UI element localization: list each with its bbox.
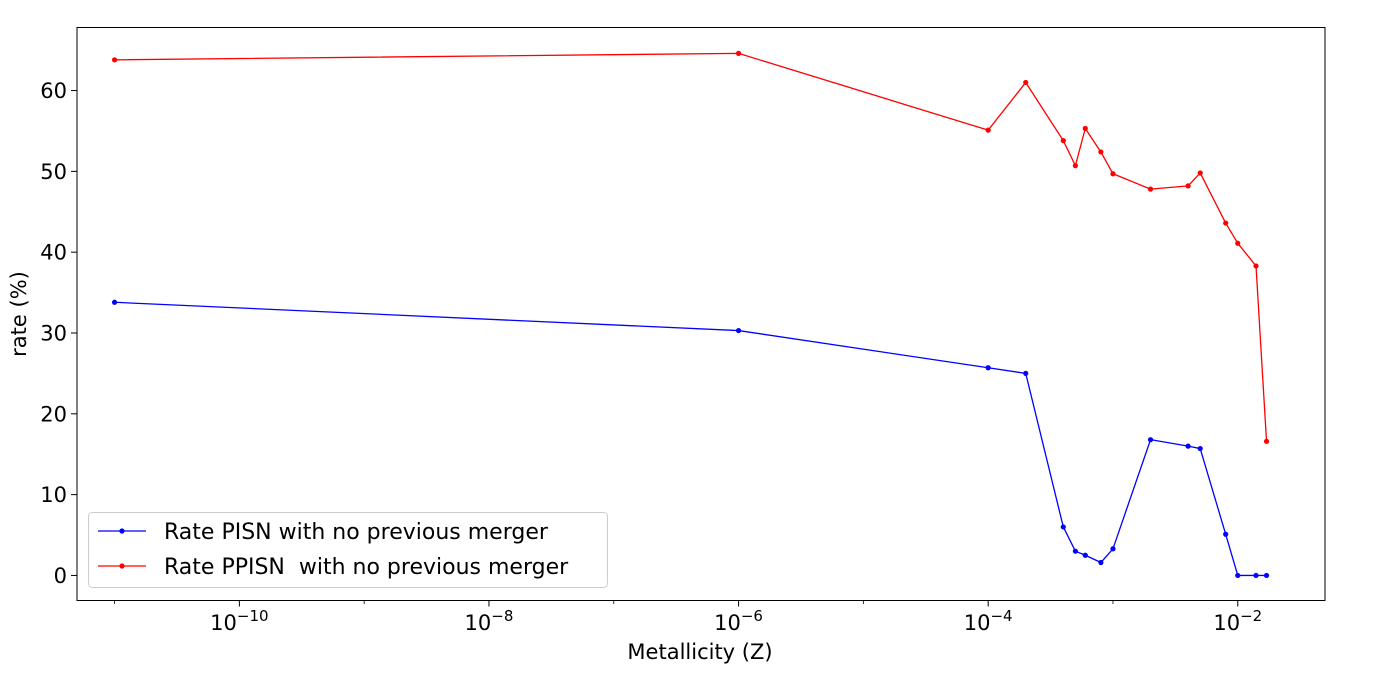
series-1 (111, 50, 1270, 444)
data-point (1235, 240, 1241, 246)
y-tick-label: 30 (40, 321, 67, 345)
legend-marker (119, 528, 125, 534)
legend-entry: Rate PPISN with no previous merger (98, 555, 569, 580)
data-point (111, 57, 118, 63)
x-tick-base: 10 (465, 611, 492, 635)
y-tick-label: 0 (54, 564, 67, 588)
y-tick-label: 40 (40, 241, 67, 265)
plot-area (76, 27, 1326, 601)
data-point (1072, 548, 1078, 554)
legend-box (88, 512, 608, 588)
x-tick-label: 10−2 (1213, 607, 1262, 635)
data-point (1082, 125, 1088, 132)
data-point (735, 327, 742, 334)
data-point (1082, 552, 1088, 558)
data-point (1147, 437, 1154, 443)
y-tick-label: 60 (40, 79, 67, 103)
x-tick-base: 10 (714, 611, 741, 635)
data-point (1197, 445, 1203, 452)
data-point (1098, 559, 1104, 566)
data-point (1223, 220, 1229, 226)
x-tick-label: 10−4 (964, 607, 1013, 635)
x-tick-exponent: −10 (237, 607, 269, 625)
x-tick-base: 10 (1213, 611, 1240, 635)
x-axis: 10−10 10−8 10−6 10−4 10−2 (114, 600, 1262, 635)
data-point (1185, 443, 1191, 449)
data-point (1263, 572, 1270, 579)
axes-frame (76, 27, 1326, 601)
data-point (1235, 572, 1241, 579)
data-point (111, 299, 118, 305)
x-tick-label: 10−8 (465, 607, 514, 635)
y-tick-label: 10 (40, 483, 67, 507)
y-axis: 0 10 20 30 40 50 60 (40, 79, 77, 588)
legend: Rate PISN with no previous merger Rate PP… (88, 512, 608, 588)
data-point (1110, 546, 1116, 552)
x-tick-base: 10 (210, 611, 237, 635)
x-axis-label: Metallicity (Z) (627, 640, 772, 664)
y-tick-label: 50 (40, 160, 67, 184)
data-point (1060, 524, 1066, 530)
legend-label: Rate PISN with no previous merger (164, 520, 549, 545)
y-tick-label: 20 (40, 402, 67, 426)
x-tick-label: 10−10 (210, 607, 268, 635)
data-point (1223, 531, 1229, 537)
data-point (1023, 79, 1029, 86)
data-point (1197, 170, 1203, 176)
x-tick-exponent: −4 (990, 607, 1012, 625)
series-line (114, 301, 1267, 577)
data-point (1060, 138, 1066, 144)
data-point (985, 127, 991, 133)
data-point (1110, 171, 1116, 177)
x-tick-base: 10 (964, 611, 991, 635)
y-axis-label: rate (%) (7, 271, 31, 357)
data-point (1072, 163, 1078, 169)
x-tick-exponent: −6 (741, 607, 763, 625)
data-point (735, 50, 742, 56)
x-tick-label: 10−6 (714, 607, 763, 635)
series-layer (111, 50, 1270, 579)
x-tick-exponent: −8 (491, 607, 513, 625)
legend-label: Rate PPISN with no previous merger (164, 555, 569, 580)
data-point (1185, 183, 1191, 189)
legend-entry: Rate PISN with no previous merger (98, 520, 549, 545)
data-point (1253, 572, 1259, 579)
data-point (1098, 149, 1104, 155)
x-tick-exponent: −2 (1240, 607, 1262, 625)
data-point (985, 365, 991, 371)
data-point (1263, 438, 1270, 444)
data-point (1147, 186, 1154, 192)
data-point (1023, 370, 1029, 377)
legend-marker (119, 563, 125, 569)
data-point (1253, 263, 1259, 269)
series-line (114, 52, 1268, 442)
series-0 (111, 299, 1270, 579)
